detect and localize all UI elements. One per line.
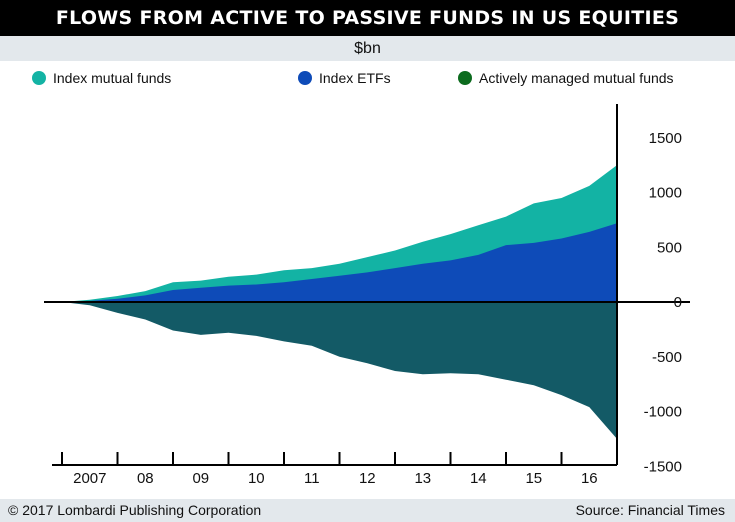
flows-area-chart: 1500 1000 500 0 -500 -1000 -1500 2007 08 09 10 11 12… — [44, 104, 690, 487]
legend-label: Index mutual funds — [53, 70, 172, 86]
area-index-etfs — [62, 223, 617, 302]
y-tick-label: -1000 — [644, 404, 682, 421]
y-tick-label: 1500 — [649, 130, 682, 147]
unit-label: $bn — [0, 36, 735, 61]
area-actively-managed-mutual-funds — [62, 302, 617, 439]
legend-dot-icon — [458, 71, 472, 85]
legend-item-index-mutual-funds: Index mutual funds — [32, 70, 171, 86]
legend-item-index-etfs: Index ETFs — [298, 70, 391, 86]
y-tick-label: -1500 — [644, 458, 682, 475]
y-tick-label: 0 — [674, 294, 682, 311]
x-tick-label: 10 — [248, 470, 265, 487]
legend: Index mutual funds Index ETFs Actively m… — [0, 70, 735, 94]
x-tick-label: 11 — [304, 470, 320, 487]
x-tick-label: 16 — [581, 470, 598, 487]
y-tick-label: 1000 — [649, 185, 682, 202]
legend-dot-icon — [32, 71, 46, 85]
x-tick-label: 13 — [414, 470, 431, 487]
x-tick-label: 2007 — [73, 470, 106, 487]
legend-label: Index ETFs — [319, 70, 391, 86]
y-tick-label: 500 — [657, 239, 682, 256]
x-tick-label: 15 — [525, 470, 542, 487]
source-text: Source: Financial Times — [575, 502, 725, 518]
legend-dot-icon — [298, 71, 312, 85]
legend-item-actively-managed: Actively managed mutual funds — [458, 70, 674, 86]
x-tick-label: 14 — [470, 470, 487, 487]
legend-label: Actively managed mutual funds — [479, 70, 674, 86]
footer: © 2017 Lombardi Publishing Corporation S… — [0, 499, 735, 522]
x-tick-label: 08 — [137, 470, 154, 487]
chart-title: FLOWS FROM ACTIVE TO PASSIVE FUNDS IN US… — [0, 0, 735, 36]
x-tick-label: 09 — [192, 470, 209, 487]
copyright-text: © 2017 Lombardi Publishing Corporation — [8, 502, 262, 518]
y-tick-label: -500 — [652, 349, 682, 366]
x-tick-label: 12 — [359, 470, 376, 487]
